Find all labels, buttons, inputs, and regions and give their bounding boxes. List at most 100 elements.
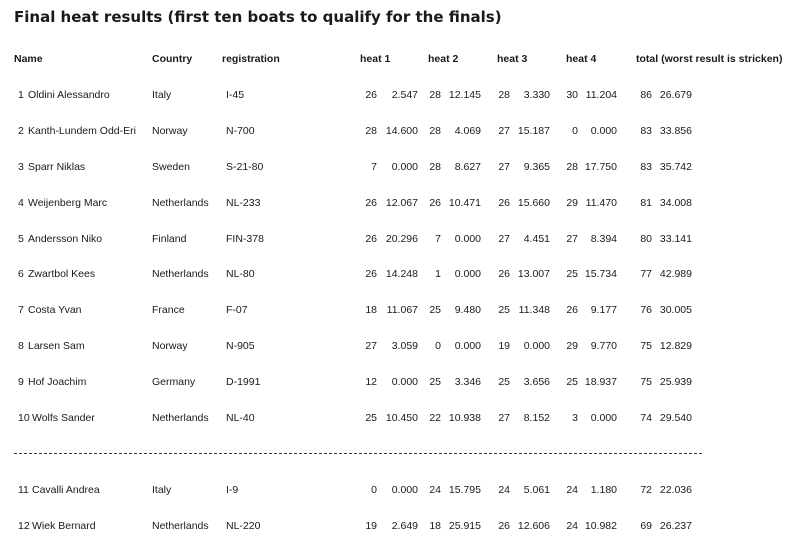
row-total-time: 34.008 bbox=[659, 197, 692, 209]
row-heat3-time: 15.660 bbox=[517, 197, 550, 209]
row-name: Weijenberg Marc bbox=[28, 197, 108, 209]
row-heat2-points: 7 bbox=[435, 233, 441, 245]
row-country: Netherlands bbox=[152, 520, 209, 532]
header-heat-4: heat 4 bbox=[566, 53, 597, 65]
table-row: 11 Cavalli Andrea Italy I-9 0 0.000 24 15.795 24… bbox=[0, 484, 800, 500]
row-heat2-points: 0 bbox=[435, 340, 441, 352]
row-total-points: 75 bbox=[640, 376, 652, 388]
row-heat3-points: 27 bbox=[498, 125, 510, 137]
row-country: Netherlands bbox=[152, 268, 209, 280]
row-heat3-time: 11.348 bbox=[518, 304, 550, 316]
row-name: Zwartbol Kees bbox=[28, 268, 96, 280]
header-total: total (worst result is stricken) bbox=[636, 53, 783, 65]
row-heat3-points: 27 bbox=[498, 161, 510, 173]
row-heat2-points: 25 bbox=[429, 376, 441, 388]
row-heat4-time: 9.177 bbox=[590, 304, 617, 316]
row-country: France bbox=[152, 304, 185, 316]
header-name: Name bbox=[14, 53, 43, 65]
row-name: Wiek Bernard bbox=[32, 520, 96, 532]
row-heat3-points: 28 bbox=[498, 89, 510, 101]
row-registration: S-21-80 bbox=[226, 161, 264, 173]
row-total-points: 83 bbox=[640, 161, 652, 173]
row-total-time: 12.829 bbox=[659, 340, 692, 352]
row-country: Netherlands bbox=[152, 197, 209, 209]
row-heat4-points: 0 bbox=[572, 125, 578, 137]
row-heat1-time: 11.067 bbox=[386, 304, 418, 316]
row-position: 8 bbox=[18, 340, 24, 352]
row-heat2-points: 1 bbox=[435, 268, 441, 280]
row-heat1-time: 3.059 bbox=[391, 340, 418, 352]
row-total-points: 75 bbox=[640, 340, 652, 352]
header-heat-1: heat 1 bbox=[360, 53, 391, 65]
table-row: 1 Oldini Alessandro Italy I-45 26 2.547 28 12.1… bbox=[0, 89, 800, 105]
table-row: 6 Zwartbol Kees Netherlands NL-80 26 14.248 1 0… bbox=[0, 268, 800, 284]
row-position: 7 bbox=[18, 304, 24, 316]
header-heat-2: heat 2 bbox=[428, 53, 459, 65]
row-heat3-points: 24 bbox=[498, 484, 510, 496]
table-row: 10 Wolfs Sander Netherlands NL-40 25 10.450 22… bbox=[0, 412, 800, 428]
row-heat4-points: 28 bbox=[566, 161, 578, 173]
qualification-divider bbox=[14, 453, 702, 454]
row-heat4-points: 25 bbox=[566, 376, 578, 388]
row-heat3-points: 26 bbox=[498, 268, 510, 280]
row-total-time: 22.036 bbox=[659, 484, 692, 496]
row-heat2-time: 10.471 bbox=[448, 197, 481, 209]
row-name: Hof Joachim bbox=[28, 376, 87, 388]
page-title: Final heat results (first ten boats to q… bbox=[14, 8, 502, 26]
table-row: 2 Kanth-Lundem Odd-Eri Norway N-700 28 14.600… bbox=[0, 125, 800, 141]
row-heat1-time: 14.600 bbox=[385, 125, 418, 137]
table-row: 12 Wiek Bernard Netherlands NL-220 19 2.649 18… bbox=[0, 520, 800, 536]
row-name: Sparr Niklas bbox=[28, 161, 86, 173]
row-heat2-points: 28 bbox=[429, 89, 441, 101]
table-row: 7 Costa Yvan France F-07 18 11.067 25 9.480 25 11… bbox=[0, 304, 800, 320]
row-heat1-time: 2.547 bbox=[391, 89, 418, 101]
row-country: Norway bbox=[152, 125, 188, 137]
row-heat4-points: 24 bbox=[566, 484, 578, 496]
row-country: Norway bbox=[152, 340, 188, 352]
row-heat2-time: 8.627 bbox=[454, 161, 481, 173]
row-position: 12 bbox=[18, 520, 30, 532]
row-heat4-points: 27 bbox=[566, 233, 578, 245]
row-country: Italy bbox=[152, 89, 172, 101]
row-heat2-points: 22 bbox=[429, 412, 441, 424]
row-registration: I-45 bbox=[226, 89, 245, 101]
row-heat2-time: 3.346 bbox=[454, 376, 481, 388]
row-position: 1 bbox=[18, 89, 24, 101]
row-heat1-time: 0.000 bbox=[391, 484, 418, 496]
row-heat4-points: 26 bbox=[566, 304, 578, 316]
row-heat3-time: 4.451 bbox=[523, 233, 550, 245]
row-heat2-time: 9.480 bbox=[454, 304, 481, 316]
row-name: Costa Yvan bbox=[28, 304, 82, 316]
row-position: 2 bbox=[18, 125, 24, 137]
row-heat2-points: 24 bbox=[429, 484, 441, 496]
header-country: Country bbox=[152, 53, 193, 65]
row-total-points: 77 bbox=[640, 268, 652, 280]
row-heat2-time: 0.000 bbox=[454, 268, 481, 280]
row-heat3-time: 3.330 bbox=[523, 89, 550, 101]
header-registration: registration bbox=[222, 53, 280, 65]
row-name: Wolfs Sander bbox=[32, 412, 95, 424]
table-row: 9 Hof Joachim Germany D-1991 12 0.000 25 3.346 2… bbox=[0, 376, 800, 392]
row-heat1-points: 25 bbox=[365, 412, 377, 424]
row-heat3-time: 15.187 bbox=[517, 125, 550, 137]
row-registration: F-07 bbox=[226, 304, 248, 316]
row-heat1-points: 26 bbox=[365, 89, 377, 101]
row-total-time: 33.856 bbox=[659, 125, 692, 137]
row-heat1-points: 28 bbox=[365, 125, 377, 137]
row-total-time: 30.005 bbox=[659, 304, 692, 316]
row-heat3-time: 9.365 bbox=[523, 161, 550, 173]
row-registration: FIN-378 bbox=[226, 233, 264, 245]
row-heat2-time: 0.000 bbox=[454, 233, 481, 245]
row-heat1-time: 12.067 bbox=[385, 197, 418, 209]
row-registration: N-905 bbox=[226, 340, 255, 352]
row-total-time: 35.742 bbox=[659, 161, 692, 173]
row-heat4-time: 17.750 bbox=[584, 161, 617, 173]
row-heat1-points: 0 bbox=[371, 484, 377, 496]
row-heat3-time: 5.061 bbox=[523, 484, 550, 496]
table-row: 4 Weijenberg Marc Netherlands NL-233 26 12.06… bbox=[0, 197, 800, 213]
row-position: 11 bbox=[18, 484, 29, 496]
row-total-time: 26.237 bbox=[659, 520, 692, 532]
row-country: Sweden bbox=[152, 161, 190, 173]
row-position: 5 bbox=[18, 233, 24, 245]
row-heat3-points: 19 bbox=[498, 340, 510, 352]
